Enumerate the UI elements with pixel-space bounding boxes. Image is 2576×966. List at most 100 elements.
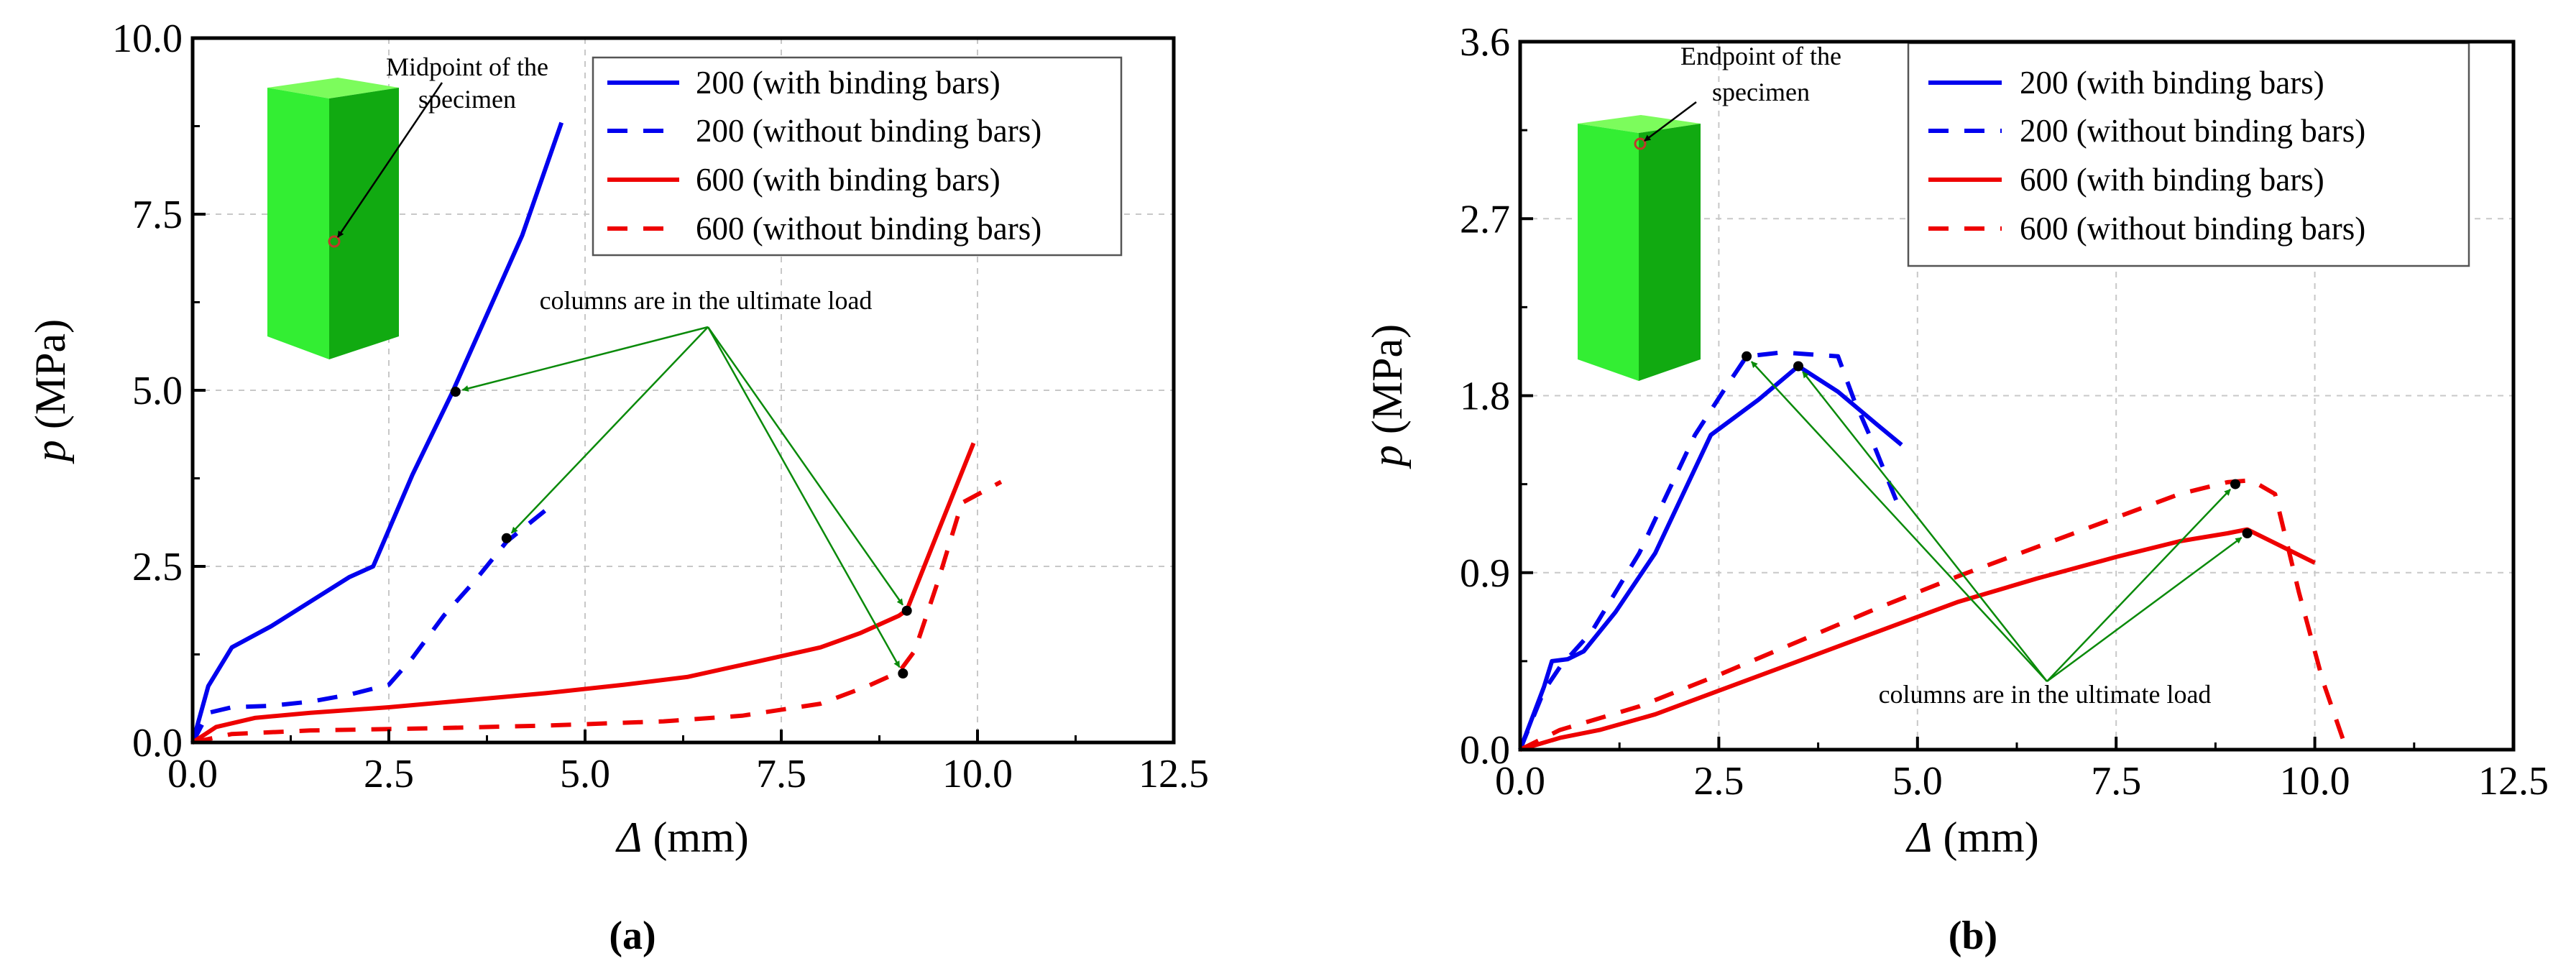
annotation-arrow-3 (707, 326, 901, 668)
x-tick-label: 0.0 (1495, 759, 1545, 804)
panel-caption: (b) (1949, 914, 1997, 958)
legend: 200 (with binding bars) 200 (without bin… (1907, 42, 2470, 267)
annotation-text: columns are in the ultimate load (1879, 680, 2212, 709)
annotation-arrow-0 (1750, 361, 2048, 682)
annotation-arrows (461, 326, 904, 668)
specimen-front-face (1578, 124, 1639, 381)
x-tick-label: 5.0 (1892, 759, 1943, 804)
annotation-text: columns are in the ultimate load (540, 286, 873, 315)
legend-item-0: 200 (with binding bars) (2020, 65, 2324, 101)
y-axis-label: p (MPa) (27, 319, 74, 464)
x-tick-label: 10.0 (942, 752, 1013, 796)
specimen-column (267, 78, 443, 359)
specimen-top-face (267, 78, 399, 98)
legend-item-1: 200 (without binding bars) (696, 113, 1041, 149)
ultimate-load-point-0 (1742, 351, 1752, 362)
plot-frame (1518, 40, 2516, 752)
ultimate-load-point-1 (501, 533, 512, 543)
specimen-pointer (336, 82, 443, 238)
y-tick-label: 10.0 (112, 17, 183, 61)
y-tick-label: 2.5 (132, 545, 183, 589)
specimen-top-face (1578, 115, 1701, 133)
ultimate-load-point-3 (2242, 528, 2253, 538)
x-axis-unit: (mm) (642, 814, 748, 861)
x-tick-label: 7.5 (756, 752, 806, 796)
y-tick-label: 3.6 (1460, 20, 1510, 65)
ultimate-load-point-1 (1793, 361, 1803, 372)
x-axis-label: Δ (mm) (1905, 814, 2039, 861)
series-line-2 (1519, 527, 2316, 752)
x-axis-symbol: Δ (615, 814, 642, 861)
y-axis-unit: (MPa) (27, 319, 74, 440)
series-line-0 (1518, 364, 1903, 751)
y-tick-label: 7.5 (132, 193, 183, 237)
panel-b: Endpoint of the specimen columns are in … (1363, 20, 2549, 958)
x-tick-label: 12.5 (1138, 752, 1209, 796)
specimen-midpoint-marker (328, 235, 341, 248)
annotation-arrow-2 (707, 326, 904, 606)
annotation-arrow-2 (2046, 489, 2232, 682)
y-tick-label: 5.0 (132, 369, 183, 413)
specimen-front-face (267, 88, 329, 359)
axis-ticks: 0.0 2.5 5.0 7.5 10.0 12.5 0.0 0.9 1.8 2.7 3.6 (1460, 20, 2549, 804)
ultimate-load-point-3 (898, 668, 908, 678)
legend-item-3: 600 (without binding bars) (696, 211, 1041, 247)
y-axis-label: p (MPa) (1363, 324, 1411, 469)
series-line-3 (192, 479, 1003, 745)
specimen-endpoint-marker (1634, 137, 1647, 150)
annotation-arrow-1 (510, 326, 709, 534)
annotation-arrow-1 (1802, 371, 2048, 682)
legend-item-3: 600 (without binding bars) (2020, 211, 2365, 247)
legend-item-0: 200 (with binding bars) (696, 65, 1000, 101)
annotation-arrows (1750, 361, 2242, 683)
series-line-1 (190, 508, 548, 744)
series-line-3 (1519, 478, 2349, 752)
x-tick-label: 12.5 (2478, 759, 2549, 804)
x-tick-label: 7.5 (2091, 759, 2141, 804)
x-tick-label: 5.0 (560, 752, 610, 796)
y-tick-label: 2.7 (1460, 197, 1510, 242)
y-axis-unit: (MPa) (1363, 324, 1411, 445)
specimen-label-line2: specimen (1712, 78, 1810, 106)
ultimate-load-points (450, 387, 912, 678)
ultimate-load-point-2 (2230, 479, 2240, 489)
axis-ticks: 0.0 2.5 5.0 7.5 10.0 12.5 0.0 2.5 5.0 7.5 10.0 (112, 17, 1209, 796)
series (1518, 350, 2349, 752)
y-tick-label: 1.8 (1460, 374, 1510, 419)
x-axis-symbol: Δ (1905, 814, 1932, 861)
series (190, 121, 1003, 745)
x-axis-unit: (mm) (1932, 814, 2038, 861)
panel-caption: (a) (609, 914, 656, 958)
x-axis-label: Δ (mm) (615, 814, 749, 861)
annotation-arrow-3 (2046, 536, 2242, 683)
y-axis-symbol: p (1363, 445, 1411, 469)
ultimate-load-points (1742, 351, 2253, 538)
x-tick-label: 2.5 (1693, 759, 1744, 804)
x-tick-label: 2.5 (364, 752, 414, 796)
annotation-arrow-0 (461, 326, 709, 392)
specimen-column (1578, 101, 1701, 381)
specimen-pointer (1644, 101, 1697, 142)
ultimate-load-point-0 (450, 387, 461, 397)
legend-item-2: 600 (with binding bars) (696, 162, 1000, 198)
specimen-label-line1: Endpoint of the (1680, 42, 1841, 70)
legend-item-2: 600 (with binding bars) (2020, 162, 2324, 198)
plot-frame (190, 36, 1176, 745)
panel-a: Midpoint of the specimen columns are in … (27, 17, 1209, 958)
specimen-label-line1: Midpoint of the (386, 52, 548, 81)
legend-item-1: 200 (without binding bars) (2020, 113, 2365, 149)
series-line-0 (190, 121, 564, 743)
y-tick-label: 0.0 (1460, 728, 1510, 773)
y-tick-label: 0.0 (132, 721, 183, 765)
x-tick-label: 10.0 (2280, 759, 2350, 804)
legend-box (592, 56, 1123, 257)
legend: 200 (with binding bars) 200 (without bin… (592, 56, 1123, 257)
y-axis-symbol: p (27, 440, 74, 464)
series-line-2 (191, 442, 976, 745)
specimen-label-line2: specimen (418, 85, 516, 114)
series-line-1 (1518, 350, 1900, 751)
x-tick-label: 0.0 (167, 752, 218, 796)
ultimate-load-point-2 (901, 605, 912, 616)
specimen-side-face (329, 88, 399, 359)
